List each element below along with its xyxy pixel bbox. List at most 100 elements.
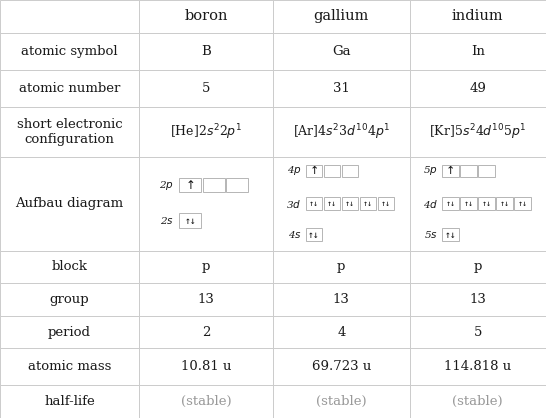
Bar [496,197,513,210]
Text: (stable): (stable) [453,395,503,408]
Bar [442,197,459,210]
Bar [273,0,410,33]
Bar [306,165,322,177]
Text: group: group [50,293,90,306]
Bar [139,0,273,33]
Bar [273,316,410,349]
Bar [203,178,225,192]
Text: 69.723 u: 69.723 u [312,360,371,373]
Text: ↑↓: ↑↓ [464,199,473,208]
Bar [410,316,546,349]
Text: ↑: ↑ [186,178,195,191]
Bar [0,349,139,385]
Text: B: B [201,45,211,58]
Text: ↑↓: ↑↓ [185,216,196,226]
Bar [139,157,273,250]
Bar [273,107,410,157]
Bar [0,0,139,33]
Text: ↑: ↑ [309,166,319,176]
Text: ↑↓: ↑↓ [518,199,527,208]
Text: 4$p$: 4$p$ [287,164,301,178]
Text: 5$p$: 5$p$ [423,164,438,178]
Text: [Kr]5$s^2$4$d^{10}$5$p^1$: [Kr]5$s^2$4$d^{10}$5$p^1$ [429,122,526,142]
Bar [410,349,546,385]
Bar [460,165,477,177]
Bar [442,165,459,177]
Bar [139,349,273,385]
Text: 2: 2 [202,326,210,339]
Bar [442,228,459,241]
Bar [306,197,322,210]
Text: gallium: gallium [313,9,369,23]
Bar [410,157,546,250]
Text: p: p [337,260,346,273]
Bar [410,250,546,283]
Text: 5: 5 [202,82,210,94]
Text: indium: indium [452,9,503,23]
Text: 10.81 u: 10.81 u [181,360,232,373]
Text: In: In [471,45,485,58]
Bar [410,33,546,69]
Bar [139,283,273,316]
Text: Ga: Ga [332,45,351,58]
Bar [0,69,139,107]
Text: [He]2$s^2$2$p^1$: [He]2$s^2$2$p^1$ [170,122,242,142]
Bar [0,157,139,250]
Bar [410,0,546,33]
Bar [227,178,248,192]
Text: 13: 13 [333,293,349,306]
Text: boron: boron [185,9,228,23]
Bar [410,107,546,157]
Bar [0,107,139,157]
Text: ↑↓: ↑↓ [309,199,319,208]
Bar [514,197,531,210]
Text: 2$p$: 2$p$ [159,178,174,191]
Bar [410,283,546,316]
Bar [478,197,495,210]
Bar [273,69,410,107]
Text: ↑: ↑ [446,166,455,176]
Text: 3$d$: 3$d$ [286,198,301,210]
Text: Aufbau diagram: Aufbau diagram [15,197,124,210]
Text: ↑↓: ↑↓ [381,199,391,208]
Bar [0,316,139,349]
Bar [306,228,322,241]
Text: (stable): (stable) [181,395,232,408]
Bar [273,385,410,418]
Text: 13: 13 [198,293,215,306]
Bar [342,165,358,177]
Text: p: p [473,260,482,273]
Bar [460,197,477,210]
Text: atomic number: atomic number [19,82,120,94]
Bar [478,165,495,177]
Text: 49: 49 [470,82,486,94]
Text: ↑↓: ↑↓ [482,199,491,208]
Text: ↑↓: ↑↓ [500,199,509,208]
Bar [410,69,546,107]
Bar [180,213,201,228]
Text: ↑↓: ↑↓ [444,229,456,240]
Text: p: p [202,260,210,273]
Bar [324,197,340,210]
Text: 31: 31 [333,82,349,94]
Bar [0,385,139,418]
Bar [139,33,273,69]
Bar [139,316,273,349]
Text: 114.818 u: 114.818 u [444,360,512,373]
Bar [273,349,410,385]
Bar [273,283,410,316]
Text: 5$s$: 5$s$ [424,229,438,240]
Bar [273,33,410,69]
Bar [360,197,376,210]
Text: half-life: half-life [44,395,95,408]
Bar [342,197,358,210]
Bar [180,178,201,192]
Text: ↑↓: ↑↓ [363,199,373,208]
Text: atomic mass: atomic mass [28,360,111,373]
Text: ↑↓: ↑↓ [327,199,337,208]
Bar [139,385,273,418]
Text: short electronic
configuration: short electronic configuration [17,118,122,146]
Bar [0,283,139,316]
Text: [Ar]4$s^2$3$d^{10}$4$p^1$: [Ar]4$s^2$3$d^{10}$4$p^1$ [293,122,390,142]
Text: ↑↓: ↑↓ [446,199,455,208]
